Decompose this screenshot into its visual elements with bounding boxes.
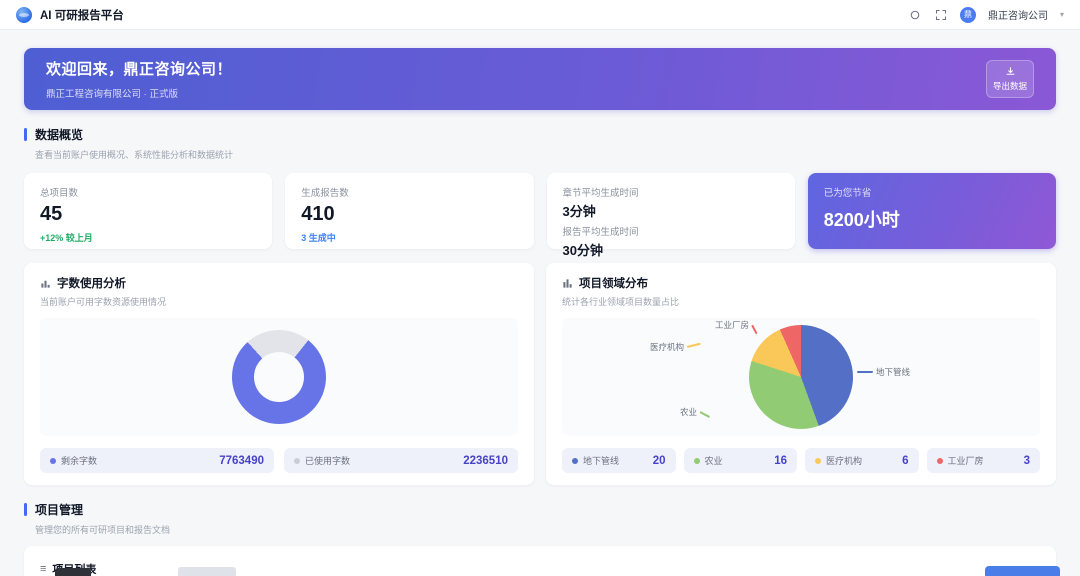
projects-section-subtitle: 管理您的所有可研项目和报告文档 xyxy=(35,525,171,535)
word-usage-card: 字数使用分析 当前账户可用字数资源使用情况 剩余字数 7763490 已使 xyxy=(24,263,534,485)
legend-dot xyxy=(50,457,56,464)
stat-card-row: 总项目数 45 +12% 较上月 生成报告数 410 3 生成中 章节平均生成时… xyxy=(24,173,1056,258)
used-words-badge: 已使用字数 2236510 xyxy=(284,448,518,473)
stat-card-time-saved: 已为您节省 8200小时 xyxy=(807,173,1056,249)
welcome-title: 欢迎回来，鼎正咨询公司！ xyxy=(46,61,233,78)
welcome-banner: 欢迎回来，鼎正咨询公司！ 鼎正工程咨询有限公司 · 正式版 导出数据 xyxy=(24,48,1056,110)
theme-icon[interactable] xyxy=(908,8,922,22)
stat-card-total-projects: 总项目数 45 +12% 较上月 xyxy=(24,173,273,249)
export-button-label: 导出数据 xyxy=(992,81,1027,91)
badge-label: 农业 xyxy=(704,456,723,466)
badge-label: 已使用字数 xyxy=(305,456,351,466)
legend-dot xyxy=(815,457,821,464)
badge-value: 16 xyxy=(774,454,787,467)
cutoff-dark-element xyxy=(55,568,91,576)
project-distribution-subtitle: 统计各行业领域项目数量占比 xyxy=(562,297,680,307)
category-badge-medical: 医疗机构 6 xyxy=(805,448,919,473)
badge-label: 剩余字数 xyxy=(61,456,98,466)
stat-label: 总项目数 xyxy=(40,188,79,199)
legend-dot xyxy=(693,457,700,464)
legend-dot xyxy=(572,457,578,464)
remaining-words-badge: 剩余字数 7763490 xyxy=(40,448,274,473)
project-distribution-plot: 工业厂房 医疗机构 农业 地下管线 xyxy=(562,318,1040,436)
word-usage-plot xyxy=(40,318,518,436)
badge-value: 20 xyxy=(652,454,666,467)
download-icon xyxy=(1006,67,1014,75)
user-avatar[interactable]: 鼎 xyxy=(959,6,976,23)
stat-card-generation-time: 章节平均生成时间 3分钟 报告平均生成时间 30分钟 xyxy=(546,173,795,258)
pie-label-industrial: 工业厂房 xyxy=(715,319,762,335)
stat-label: 已为您节省 xyxy=(823,188,872,199)
word-usage-title: 字数使用分析 xyxy=(57,278,126,290)
export-data-button[interactable]: 导出数据 xyxy=(986,60,1034,98)
stat-value: 30分钟 xyxy=(562,243,603,258)
overview-section-title: 数据概览 xyxy=(35,128,84,142)
badge-label: 工业厂房 xyxy=(947,456,984,466)
badge-label: 医疗机构 xyxy=(826,456,863,466)
project-distribution-title: 项目领域分布 xyxy=(579,278,648,290)
cutoff-blue-button[interactable] xyxy=(985,566,1060,576)
donut-hole xyxy=(254,352,304,402)
badge-value: 3 xyxy=(1023,454,1030,467)
stat-card-generated-reports: 生成报告数 410 3 生成中 xyxy=(285,173,534,249)
legend-dot xyxy=(294,457,300,464)
pie-label-medical: 医疗机构 xyxy=(650,341,701,353)
cutoff-light-element xyxy=(178,567,236,576)
badge-value: 7763490 xyxy=(219,454,264,467)
main-content: 欢迎回来，鼎正咨询公司！ 鼎正工程咨询有限公司 · 正式版 导出数据 数据概览 … xyxy=(0,30,1080,576)
section-accent-bar xyxy=(24,128,27,141)
stat-label: 章节平均生成时间 xyxy=(562,188,639,199)
chevron-down-icon[interactable]: ▾ xyxy=(1059,10,1064,19)
user-name[interactable]: 鼎正咨询公司 xyxy=(987,11,1048,22)
top-navbar: AI 可研报告平台 鼎 鼎正咨询公司 ▾ xyxy=(0,0,1080,30)
stat-value: 3分钟 xyxy=(562,204,596,219)
pie-chart-icon xyxy=(563,278,572,288)
word-usage-donut[interactable] xyxy=(232,330,326,424)
stat-trend: 3 生成中 xyxy=(301,233,336,243)
bar-chart-icon xyxy=(41,280,50,288)
project-distribution-card: 项目领域分布 统计各行业领域项目数量占比 工业厂房 医疗机构 农业 xyxy=(546,263,1056,485)
list-icon: ≡ xyxy=(40,563,47,575)
welcome-subtitle: 鼎正工程咨询有限公司 · 正式版 xyxy=(46,89,178,100)
projects-section-title: 项目管理 xyxy=(35,503,84,517)
legend-dot xyxy=(936,457,943,464)
stat-label: 生成报告数 xyxy=(301,188,349,199)
app-title: AI 可研报告平台 xyxy=(40,9,124,22)
badge-label: 地下管线 xyxy=(583,456,620,466)
fullscreen-icon[interactable] xyxy=(934,8,948,22)
pie-label-agriculture: 农业 xyxy=(680,406,711,419)
stat-value: 8200小时 xyxy=(823,210,900,230)
pie-label-underground: 地下管线 xyxy=(857,366,910,378)
badge-value: 2236510 xyxy=(463,454,508,467)
stat-trend: +12% 较上月 xyxy=(40,233,93,243)
category-badge-industrial: 工业厂房 3 xyxy=(926,448,1040,473)
app-logo-icon xyxy=(16,6,32,23)
badge-value: 6 xyxy=(902,454,909,467)
project-distribution-pie[interactable] xyxy=(749,325,853,429)
stat-label: 报告平均生成时间 xyxy=(562,227,639,238)
category-badge-agriculture: 农业 16 xyxy=(683,448,797,473)
stat-value: 410 xyxy=(301,203,335,225)
word-usage-subtitle: 当前账户可用字数资源使用情况 xyxy=(40,297,167,307)
category-badge-underground: 地下管线 20 xyxy=(562,448,676,473)
section-accent-bar xyxy=(24,503,27,516)
stat-value: 45 xyxy=(40,203,63,225)
overview-section-subtitle: 查看当前账户使用概况、系统性能分析和数据统计 xyxy=(35,150,234,160)
